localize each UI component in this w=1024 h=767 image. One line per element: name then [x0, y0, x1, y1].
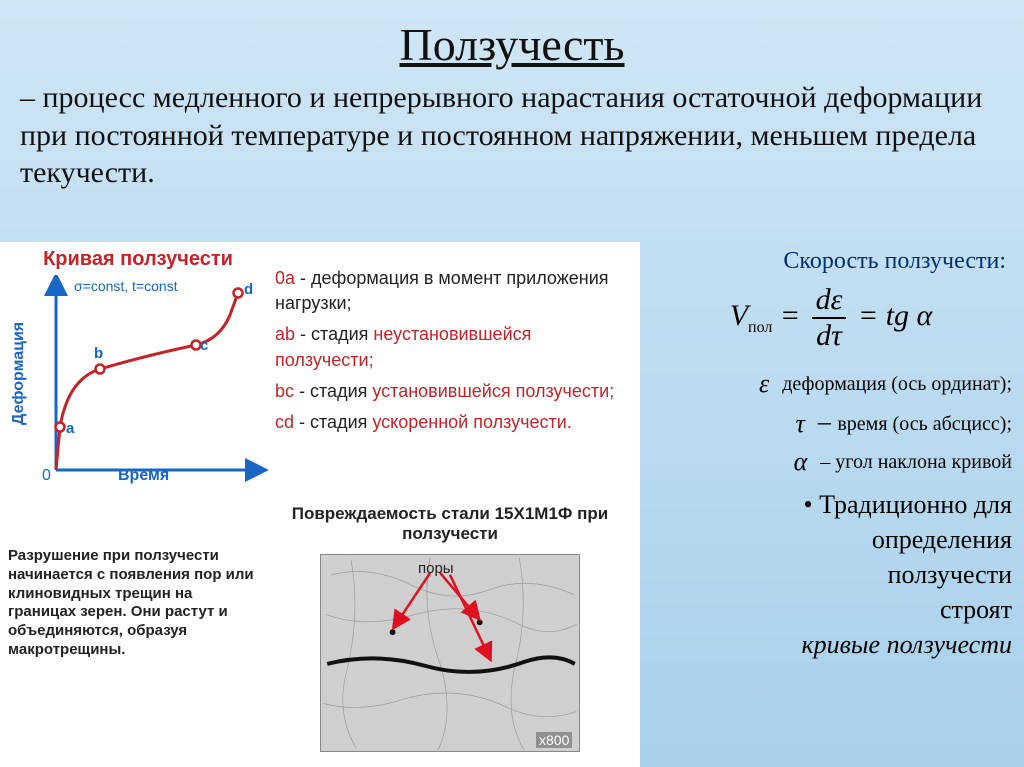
stage-cd: cd - стадия ускоренной ползучести.: [275, 410, 625, 435]
origin-label: 0: [42, 467, 51, 485]
y-axis-label: Деформация: [10, 322, 28, 425]
chart-title: Кривая ползучести: [8, 248, 268, 271]
definition-text: – процесс медленного и непрерывного нара…: [0, 71, 1024, 192]
stage-bc: bc - стадия установившейся ползучести;: [275, 379, 625, 404]
symbol-alpha: α – угол наклона кривой: [650, 447, 1012, 477]
chart-box: σ=const, t=const Деформация Время 0 a b …: [8, 275, 268, 495]
micrograph-image: [320, 554, 580, 752]
stage-list: 0a - деформация в момент приложения нагр…: [275, 266, 625, 441]
right-panel: Скорость ползучести: Vпол = dε dτ = tg α…: [640, 242, 1024, 767]
chart-caption: Разрушение при ползучести начинается с п…: [8, 547, 263, 660]
point-b-label: b: [94, 345, 103, 362]
creep-rate-title: Скорость ползучести:: [650, 248, 1006, 275]
chart-svg: [8, 275, 268, 495]
point-a-label: a: [66, 420, 74, 437]
creep-chart: Кривая ползучести: [8, 248, 268, 533]
stage-0a: 0a - деформация в момент приложения нагр…: [275, 266, 625, 316]
creep-rate-formula: Vпол = dε dτ = tg α: [650, 283, 1012, 353]
micrograph-title: Повреждаемость стали 15Х1М1Ф при ползуче…: [290, 504, 610, 545]
main-content: Кривая ползучести: [0, 242, 1024, 767]
stage-ab: ab - стадия неустановившейся ползучести;: [275, 322, 625, 372]
page-title: Ползучесть: [0, 0, 1024, 71]
left-panel: Кривая ползучести: [0, 242, 640, 767]
x-axis-label: Время: [118, 467, 169, 485]
symbol-tau: τ – время (ось абсцисс);: [650, 407, 1012, 439]
symbol-epsilon: ε деформация (ось ординат);: [650, 369, 1012, 399]
magnification-label: x800: [536, 732, 572, 748]
pore-label: поры: [418, 560, 454, 577]
point-d-label: d: [244, 281, 253, 298]
bullet-note: Традиционно для определения ползучести с…: [650, 487, 1012, 662]
sigma-const-label: σ=const, t=const: [74, 278, 178, 294]
point-c-label: c: [200, 337, 208, 354]
